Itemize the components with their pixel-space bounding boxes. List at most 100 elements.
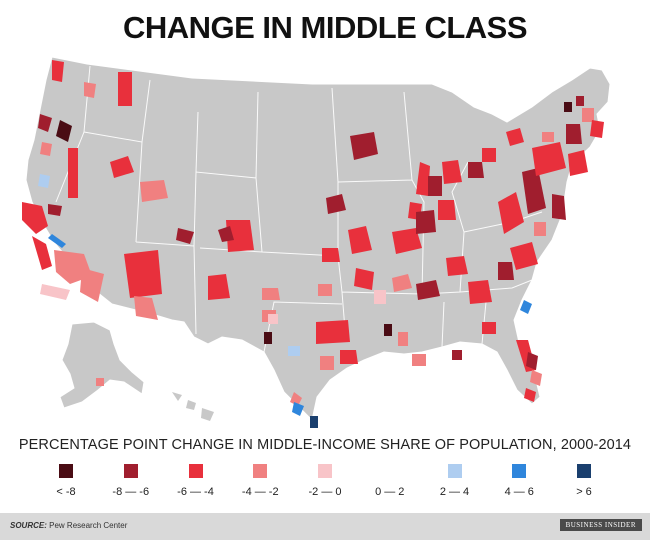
- metro-area: [564, 102, 572, 112]
- metro-area: [576, 96, 584, 106]
- metro-area: [22, 202, 48, 234]
- metro-area: [428, 176, 442, 196]
- legend-item: -2 — 0: [297, 464, 353, 504]
- legend-swatch: [188, 464, 203, 478]
- hawaii-shape: [172, 392, 214, 421]
- metro-area: [218, 226, 234, 242]
- metro-area: [290, 392, 302, 406]
- metro-area: [68, 148, 78, 198]
- legend-item: -8 — -6: [103, 464, 159, 504]
- metro-area: [38, 174, 50, 188]
- metro-area: [84, 82, 96, 98]
- metro-area: [226, 220, 254, 252]
- metro-area: [590, 120, 604, 138]
- metro-area: [264, 332, 272, 344]
- metro-area: [582, 108, 594, 122]
- metro-area: [392, 274, 412, 292]
- metro-area: [350, 132, 378, 160]
- legend-swatch: [577, 464, 591, 478]
- legend-item: 4 — 6: [491, 464, 547, 504]
- legend-label: -8 — -6: [112, 486, 150, 498]
- metro-area: [374, 290, 386, 304]
- metro-area: [442, 160, 462, 184]
- metro-area: [32, 236, 52, 270]
- legend-swatch: [447, 464, 462, 478]
- metro-area: [38, 114, 52, 132]
- metro-area: [568, 150, 588, 176]
- metro-area: [110, 156, 134, 178]
- metro-area: [482, 322, 496, 334]
- us-map: [22, 56, 611, 428]
- metro-area: [416, 162, 430, 196]
- metro-area: [468, 162, 484, 178]
- metro-area: [56, 120, 72, 142]
- metro-area: [384, 324, 392, 336]
- source-note: SOURCE: Pew Research Center: [10, 521, 127, 530]
- metro-area: [124, 250, 162, 298]
- metro-area: [134, 296, 158, 320]
- legend-label: < -8: [56, 486, 76, 498]
- metro-area: [96, 378, 104, 386]
- metro-area: [288, 346, 300, 356]
- metro-area: [526, 352, 538, 370]
- metro-area: [48, 234, 66, 248]
- metro-area: [322, 248, 340, 262]
- metro-area: [268, 314, 278, 324]
- metro-area: [438, 200, 456, 220]
- contiguous-us-shape: [25, 56, 611, 422]
- legend-item: < -8: [38, 464, 94, 504]
- metro-area: [522, 168, 546, 214]
- metro-area: [530, 370, 542, 386]
- metro-area: [52, 60, 64, 82]
- metro-area: [398, 332, 408, 346]
- metro-area: [176, 228, 194, 244]
- metro-area: [482, 148, 496, 162]
- metro-area: [412, 354, 426, 366]
- source-label: SOURCE:: [10, 521, 47, 530]
- metro-area: [498, 262, 514, 280]
- footer: SOURCE: Pew Research Center BUSINESS INS…: [0, 513, 650, 540]
- metro-area: [534, 222, 546, 236]
- metro-area: [118, 72, 132, 106]
- metro-area: [552, 194, 566, 220]
- metro-area: [520, 300, 532, 314]
- metro-area: [292, 402, 304, 416]
- legend-swatch: [512, 464, 527, 478]
- metro-area: [566, 124, 582, 144]
- land-shapes: [25, 56, 611, 422]
- metro-area: [40, 142, 52, 156]
- legend-swatch: [123, 464, 138, 478]
- legend-swatch: [318, 464, 332, 478]
- legend-swatch: [59, 464, 73, 478]
- legend-label: -2 — 0: [308, 486, 342, 498]
- brand-logo: BUSINESS INSIDER: [559, 519, 642, 531]
- legend-item: 2 — 4: [427, 464, 483, 504]
- metro-area: [506, 128, 524, 146]
- metro-area: [416, 210, 436, 234]
- metro-area: [416, 280, 440, 300]
- legend-label: > 6: [576, 486, 592, 498]
- metro-area: [80, 268, 104, 302]
- metro-areas: [22, 60, 604, 428]
- legend-label: 0 — 2: [375, 486, 405, 498]
- legend-swatch: [382, 464, 397, 478]
- metro-area: [316, 320, 350, 344]
- metro-area: [468, 280, 492, 304]
- legend-item: -6 — -4: [168, 464, 224, 504]
- metro-area: [40, 284, 70, 300]
- metro-area: [348, 226, 372, 254]
- legend-item: -4 — -2: [232, 464, 288, 504]
- metro-area: [532, 142, 566, 176]
- metro-area: [318, 284, 332, 296]
- metro-area: [498, 192, 524, 234]
- metro-area: [452, 350, 462, 360]
- metro-area: [140, 180, 168, 202]
- legend-label: 2 — 4: [439, 486, 470, 498]
- metro-area: [542, 132, 554, 142]
- metro-area: [208, 274, 230, 300]
- legend-item: > 6: [556, 464, 612, 504]
- metro-area: [354, 268, 374, 290]
- legend-label: -6 — -4: [177, 486, 214, 498]
- metro-area: [510, 242, 538, 270]
- metro-area: [262, 288, 280, 300]
